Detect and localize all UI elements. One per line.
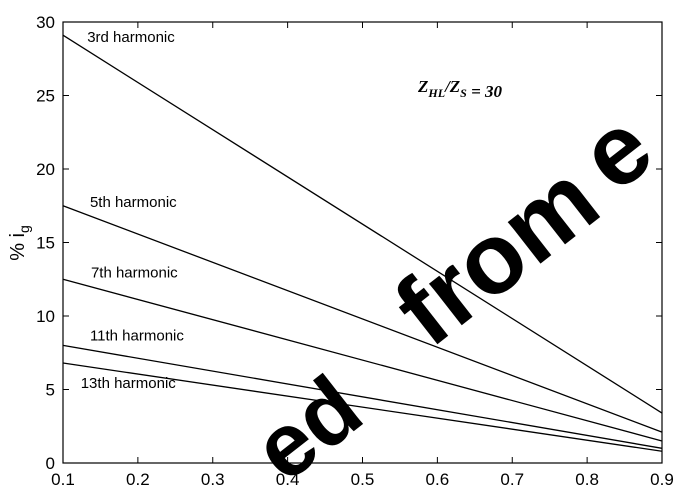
- annotation-subscript: S: [460, 86, 467, 100]
- x-tick-label: 0.7: [500, 470, 524, 489]
- series-line-4: [62, 344, 663, 449]
- y-axis-title: % ig: [7, 225, 32, 261]
- series-line-5: [62, 362, 663, 452]
- y-tick-label: 25: [36, 87, 55, 106]
- series-label-5: 13th harmonic: [81, 375, 177, 392]
- series-label-4: 11th harmonic: [90, 328, 184, 345]
- series-label-1: 3rd harmonic: [87, 29, 175, 46]
- x-tick-label: 0.5: [351, 470, 375, 489]
- y-tick-label: 10: [36, 307, 55, 326]
- series-label-3: 7th harmonic: [91, 264, 178, 281]
- x-tick-label: 0.9: [650, 470, 674, 489]
- series-label-2: 5th harmonic: [90, 194, 177, 211]
- series-lines: [62, 34, 663, 452]
- plot-area-frame: [62, 21, 663, 464]
- x-tick-label: 0.6: [426, 470, 450, 489]
- y-tick-label: 15: [36, 234, 55, 253]
- x-tick-label: 0.1: [51, 470, 75, 489]
- x-axis: 0.1 0.2 0.3 0.4 0.5 0.6 0.7 0.8 0.9: [51, 22, 674, 489]
- y-tick-label: 30: [36, 13, 55, 32]
- x-tick-label: 0.4: [276, 470, 300, 489]
- impedance-ratio-annotation: ZHL/ZS = 30: [417, 77, 503, 101]
- annotation-part: Z: [417, 77, 428, 96]
- series-labels: 3rd harmonic 5th harmonic 7th harmonic 11th…: [81, 29, 185, 392]
- y-tick-label: 0: [46, 454, 55, 473]
- annotation-subscript: HL: [427, 86, 445, 100]
- series-line-2: [62, 205, 663, 433]
- x-tick-label: 0.3: [201, 470, 225, 489]
- annotation-part: /Z: [443, 77, 460, 96]
- x-tick-label: 0.2: [126, 470, 150, 489]
- y-axis: 0 5 10 15 20 25 30: [36, 13, 662, 473]
- series-line-3: [62, 278, 663, 442]
- y-tick-label: 5: [46, 381, 55, 400]
- annotation-part: = 30: [467, 82, 503, 101]
- x-tick-label: 0.8: [575, 470, 599, 489]
- y-tick-label: 20: [36, 160, 55, 179]
- series-line-1: [62, 34, 663, 414]
